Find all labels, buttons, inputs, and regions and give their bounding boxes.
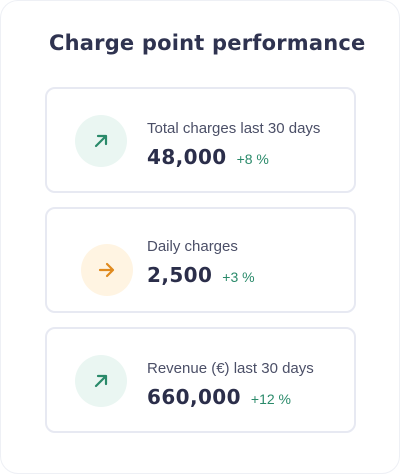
stat-value: 48,000	[147, 145, 227, 169]
stat-change: +8 %	[236, 151, 269, 167]
stat-card-revenue: Revenue (€) last 30 days 660,000 +12 %	[45, 327, 356, 433]
stat-change: +3 %	[222, 269, 255, 285]
stat-change: +12 %	[250, 391, 291, 407]
icon-badge	[75, 355, 127, 407]
panel-title: Charge point performance	[49, 31, 366, 55]
stat-card-total-charges: Total charges last 30 days 48,000 +8 %	[45, 87, 356, 193]
stat-value-row: 660,000 +12 %	[147, 385, 291, 409]
arrow-right-icon	[98, 262, 115, 278]
stat-card-daily-charges: Daily charges 2,500 +3 %	[45, 207, 356, 313]
icon-badge	[75, 115, 127, 167]
stat-label: Revenue (€) last 30 days	[147, 360, 314, 377]
stat-value: 660,000	[147, 385, 241, 409]
stat-value-row: 2,500 +3 %	[147, 263, 255, 287]
stat-label: Total charges last 30 days	[147, 120, 321, 137]
arrow-up-right-icon	[94, 134, 108, 148]
arrow-up-right-icon	[94, 374, 108, 388]
icon-badge	[81, 244, 133, 296]
stat-label: Daily charges	[147, 238, 238, 255]
stat-value: 2,500	[147, 263, 213, 287]
stat-value-row: 48,000 +8 %	[147, 145, 269, 169]
